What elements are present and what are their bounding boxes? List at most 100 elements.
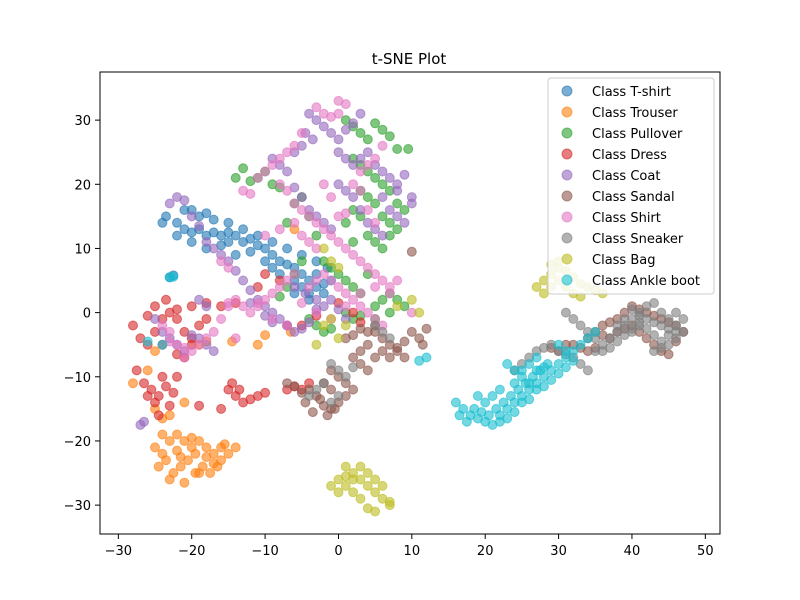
data-point (326, 192, 337, 203)
data-point (524, 394, 535, 405)
legend-marker (561, 232, 573, 244)
data-point (531, 282, 542, 292)
data-point (333, 365, 344, 376)
data-point (219, 439, 230, 450)
data-point (131, 365, 142, 376)
data-point (678, 314, 689, 324)
points-layer (128, 95, 689, 517)
x-axis: −30 −20 −10 0 10 20 30 40 50 (105, 534, 714, 559)
data-point (340, 243, 351, 254)
data-point (172, 230, 182, 241)
data-point (139, 378, 149, 389)
series-1 (128, 224, 300, 488)
data-point (326, 359, 337, 369)
data-point (282, 147, 293, 158)
data-point (355, 166, 366, 177)
data-point (315, 394, 326, 405)
legend-marker (561, 85, 573, 97)
data-point (377, 230, 388, 241)
data-point (333, 147, 344, 158)
data-point (509, 378, 520, 389)
data-point (362, 339, 373, 350)
data-point (461, 416, 472, 427)
data-point (296, 256, 307, 267)
data-point (223, 217, 234, 228)
data-point (142, 365, 153, 376)
data-point (245, 307, 256, 318)
data-point (289, 282, 300, 292)
x-tick-label: −20 (178, 544, 205, 559)
data-point (333, 134, 344, 145)
data-point (333, 487, 344, 498)
data-point (370, 172, 381, 183)
data-point (311, 217, 322, 228)
data-point (377, 140, 388, 151)
data-point (238, 275, 249, 286)
data-point (333, 179, 344, 190)
data-point (296, 298, 307, 308)
data-point (260, 166, 271, 177)
data-point (168, 387, 179, 398)
data-point (311, 102, 322, 113)
legend-entry-label: Class Ankle boot (592, 274, 700, 289)
legend-marker (561, 274, 573, 286)
data-point (612, 320, 623, 331)
data-point (531, 352, 542, 363)
y-tick-label: 30 (74, 114, 91, 129)
data-point (362, 480, 373, 491)
data-point (164, 326, 175, 337)
data-point (377, 211, 388, 222)
data-point (322, 410, 333, 421)
data-point (370, 118, 381, 129)
data-point (384, 205, 395, 215)
data-point (340, 153, 351, 164)
legend-entry-label: Class Bag (592, 253, 655, 268)
data-point (399, 205, 410, 215)
data-point (627, 326, 637, 337)
data-point (260, 230, 271, 241)
data-point (260, 256, 271, 267)
data-point (267, 314, 278, 324)
data-point (230, 442, 241, 453)
data-point (340, 461, 351, 472)
data-point (362, 147, 373, 158)
data-point (377, 192, 388, 203)
data-point (267, 262, 278, 273)
data-point (333, 262, 344, 273)
data-point (238, 185, 249, 196)
data-point (311, 275, 322, 286)
data-point (230, 249, 241, 260)
data-point (348, 307, 359, 318)
data-point (230, 172, 241, 183)
y-tick-label: −20 (64, 435, 91, 450)
data-point (362, 503, 373, 514)
data-point (560, 362, 571, 373)
data-point (128, 378, 138, 389)
data-point (355, 493, 366, 504)
y-tick-label: 10 (74, 242, 91, 257)
data-point (392, 224, 403, 235)
data-point (538, 381, 549, 392)
data-point (208, 214, 219, 225)
data-point (326, 128, 337, 138)
data-point (406, 294, 417, 305)
data-point (384, 131, 395, 142)
data-point (223, 262, 234, 273)
data-point (538, 288, 549, 299)
data-point (296, 323, 307, 334)
data-point (568, 355, 579, 366)
data-point (318, 179, 329, 190)
data-point (311, 115, 322, 126)
y-tick-label: 20 (74, 178, 91, 193)
legend-entry-label: Class Coat (592, 169, 660, 184)
data-point (340, 275, 351, 286)
data-point (377, 326, 388, 337)
data-point (296, 205, 307, 215)
data-point (326, 294, 337, 305)
data-point (362, 192, 373, 203)
data-point (216, 455, 227, 466)
data-point (377, 294, 388, 305)
data-point (282, 378, 293, 389)
data-point (252, 298, 263, 308)
data-point (186, 432, 197, 443)
